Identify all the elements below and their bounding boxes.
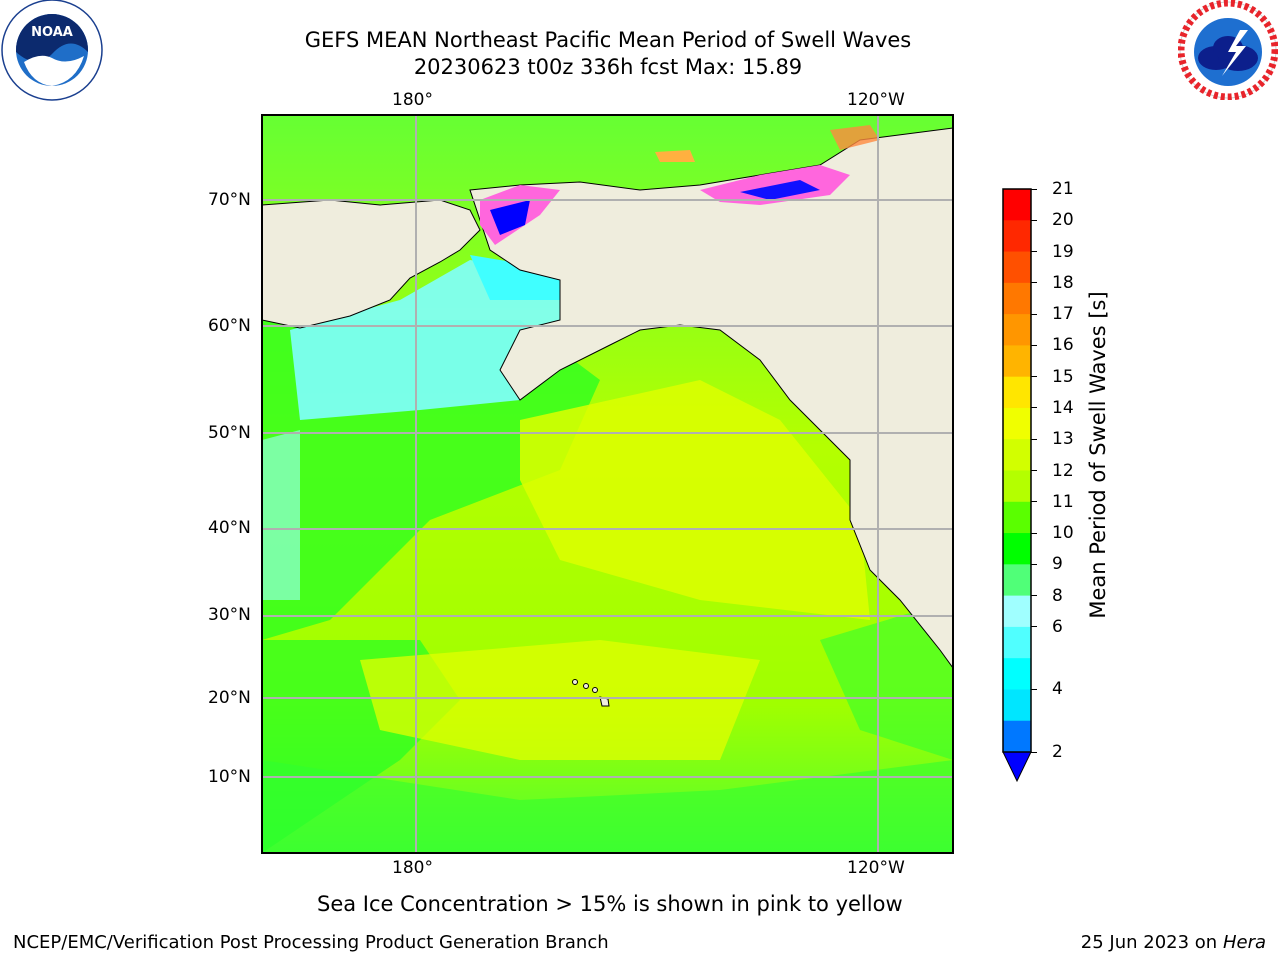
map-frame (261, 114, 954, 854)
colorbar-tick-mark (1031, 438, 1037, 440)
plot-subtitle: 20230623 t00z 336h fcst Max: 15.89 (413, 55, 803, 79)
footer-left: NCEP/EMC/Verification Post Processing Pr… (13, 932, 609, 953)
sea-ice-caption: Sea Ice Concentration > 15% is shown in … (317, 892, 903, 916)
lon-label-top-180: 180° (392, 90, 433, 110)
colorbar-segment (1003, 220, 1031, 253)
colorbar-tick-label: 10 (1052, 523, 1074, 544)
colorbar-segment (1003, 595, 1031, 628)
colorbar-segment (1003, 282, 1031, 315)
colorbar-tick-mark (1031, 376, 1037, 378)
lat-label-60n: 60°N (208, 316, 251, 336)
colorbar-label: Mean Period of Swell Waves [s] (1086, 291, 1110, 619)
colorbar-segment (1003, 407, 1031, 440)
colorbar-tick-label: 13 (1052, 429, 1074, 450)
colorbar-tick-label: 17 (1052, 304, 1074, 325)
graticule (262, 115, 953, 853)
colorbar-tick-label: 15 (1052, 366, 1074, 387)
colorbar-tick-label: 14 (1052, 397, 1074, 418)
colorbar-tick-mark (1031, 219, 1037, 221)
colorbar-tick-mark (1031, 251, 1037, 253)
lon-label-bottom-120w: 120°W (847, 858, 905, 878)
footer-machine: Hera (1222, 932, 1266, 953)
footer-right: 25 Jun 2023 on Hera (1081, 932, 1266, 954)
colorbar-tick-label: 11 (1052, 491, 1074, 512)
noaa-logo-text: NOAA (31, 25, 73, 40)
colorbar-tick-label: 20 (1052, 210, 1074, 231)
colorbar-tick-mark (1031, 595, 1037, 597)
colorbar-tick-label: 21 (1052, 179, 1074, 199)
colorbar-segment (1003, 689, 1031, 722)
plot-title: GEFS MEAN Northeast Pacific Mean Period … (304, 28, 912, 52)
colorbar-segment (1003, 376, 1031, 409)
colorbar-tick-label: 12 (1052, 460, 1074, 481)
colorbar-tick-label: 19 (1052, 241, 1074, 262)
colorbar-tick-mark (1031, 407, 1037, 409)
colorbar-tick-mark (1031, 751, 1037, 753)
colorbar-tick-label: 18 (1052, 272, 1074, 293)
colorbar-segment (1003, 564, 1031, 597)
colorbar-tick-label: 6 (1052, 616, 1063, 637)
colorbar-tick-label: 8 (1052, 585, 1063, 606)
noaa-logo-icon: NOAA (1, 0, 103, 101)
colorbar-tick-mark (1031, 313, 1037, 315)
lat-label-50n: 50°N (208, 423, 251, 443)
colorbar-segment (1003, 533, 1031, 565)
colorbar-tick-mark (1031, 470, 1037, 471)
colorbar-tick-label: 9 (1052, 554, 1063, 575)
colorbar-tick-mark (1031, 282, 1037, 284)
colorbar-segment (1003, 439, 1031, 471)
colorbar (1002, 188, 1032, 783)
colorbar-segment (1003, 189, 1031, 221)
colorbar-segment (1003, 720, 1031, 753)
colorbar-segment (1003, 345, 1031, 378)
lat-label-30n: 30°N (208, 605, 251, 625)
colorbar-under-arrow (1002, 751, 1032, 783)
colorbar-segment (1003, 501, 1031, 534)
lon-label-top-120w: 120°W (847, 90, 905, 110)
colorbar-tick-mark (1031, 344, 1037, 346)
colorbar-tick-mark (1031, 532, 1037, 534)
lat-label-20n: 20°N (208, 688, 251, 708)
colorbar-tick-mark (1031, 626, 1037, 628)
colorbar-tick-label: 4 (1052, 679, 1063, 700)
colorbar-segment (1003, 251, 1031, 284)
lat-label-40n: 40°N (208, 518, 251, 538)
colorbar-tick-mark (1031, 188, 1037, 190)
nws-logo-icon (1178, 0, 1278, 100)
lat-label-10n: 10°N (208, 767, 251, 787)
colorbar-segment (1003, 314, 1031, 346)
colorbar-segment (1003, 658, 1031, 690)
colorbar-tick-mark (1031, 563, 1037, 565)
footer-date: 25 Jun 2023 on (1080, 932, 1218, 953)
colorbar-tick-mark (1031, 688, 1037, 690)
lon-label-bottom-180: 180° (392, 858, 433, 878)
colorbar-segment (1003, 626, 1031, 659)
colorbar-tick-mark (1031, 501, 1037, 503)
colorbar-tick-label: 16 (1052, 335, 1074, 356)
colorbar-tick-label: 2 (1052, 742, 1063, 762)
lat-label-70n: 70°N (208, 190, 251, 210)
colorbar-segment (1003, 470, 1031, 503)
